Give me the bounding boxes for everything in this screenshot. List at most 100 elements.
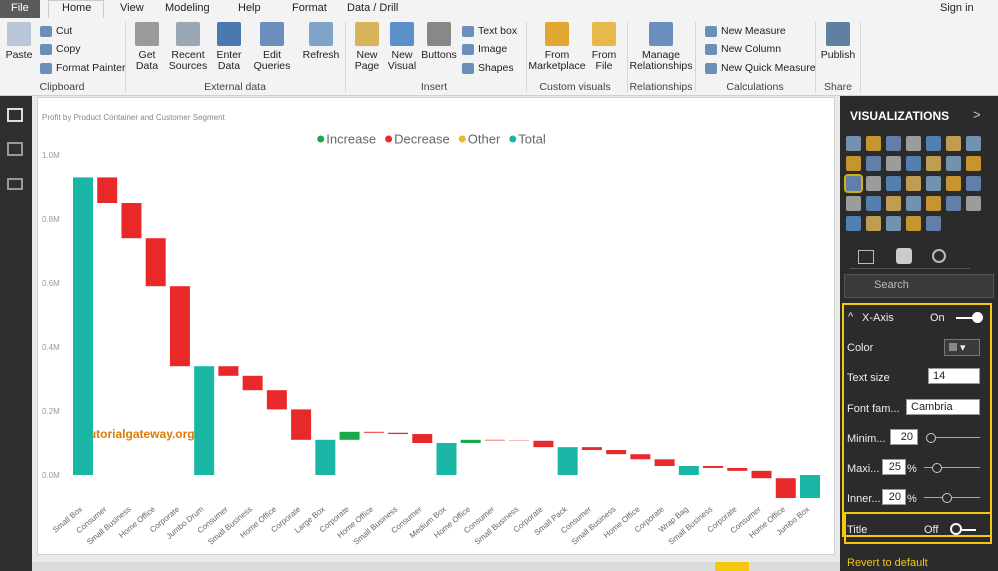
sign-in[interactable]: Sign in [940,2,974,14]
collapse-icon[interactable]: ^ [848,311,854,323]
visual-icon[interactable] [886,196,901,211]
button[interactable]: Recent Sources [166,22,210,72]
active-tab-bg [48,0,104,20]
slider-knob[interactable] [932,463,942,473]
pane-title: VISUALIZATIONS [850,109,950,123]
visual-icon[interactable] [906,176,921,191]
visual-icon[interactable] [926,156,941,171]
visual-icon[interactable] [966,156,981,171]
visual-icon[interactable] [906,196,921,211]
fields-tab[interactable] [858,250,874,264]
visual-icon[interactable] [906,136,921,151]
visual-icon[interactable] [906,216,921,231]
visual-card[interactable]: Profit by Product Container and Customer… [37,97,835,555]
visual-icon[interactable] [866,196,881,211]
max-input[interactable]: 25 [882,459,906,475]
tab[interactable]: Modeling [165,2,210,14]
visual-icon[interactable] [926,136,941,151]
button[interactable]: Publish [818,22,858,61]
min-input[interactable]: 20 [890,429,918,445]
file-tab[interactable]: File [11,2,29,14]
tab[interactable]: Data / Drill [347,2,399,14]
button[interactable]: Cut [40,25,72,37]
button[interactable]: From File [587,22,621,72]
button[interactable]: New Visual [385,22,419,72]
visual-icon[interactable] [946,176,961,191]
button[interactable]: Shapes [462,62,514,74]
visual-icon[interactable] [886,136,901,151]
visual-icon[interactable] [866,176,881,191]
slider-knob[interactable] [926,433,936,443]
visual-icon[interactable] [844,174,863,193]
legend-marker [317,135,325,143]
visual-icon[interactable] [846,136,861,151]
button[interactable]: New Measure [705,25,786,37]
button[interactable]: Refresh [300,22,342,61]
visual-icon[interactable] [946,196,961,211]
slider[interactable] [924,467,980,468]
bar [630,454,651,460]
toggle-track[interactable] [956,317,980,319]
text-size-input[interactable]: 14 [928,368,980,384]
button[interactable]: Format Painter [40,62,125,74]
button[interactable]: New Column [705,43,781,55]
y-tick-label: 1.0M [42,151,60,160]
inner-input[interactable]: 20 [882,489,906,505]
visual-icon[interactable] [946,136,961,151]
button[interactable]: Copy [40,43,81,55]
visual-icon[interactable] [886,176,901,191]
analytics-tab[interactable] [932,249,946,263]
button[interactable]: Paste [4,22,34,61]
visual-icon[interactable] [866,156,881,171]
toggle-track[interactable] [962,529,976,531]
visual-icon[interactable] [906,156,921,171]
format-tab[interactable] [896,248,912,264]
slider-knob[interactable] [942,493,952,503]
page-tab-active[interactable] [715,562,749,571]
legend-label: Other [468,132,501,147]
button[interactable]: Enter Data [212,22,246,72]
button[interactable]: Get Data [130,22,164,72]
button[interactable]: Buttons [419,22,459,61]
toggle-knob[interactable] [972,312,983,323]
visual-icon[interactable] [846,216,861,231]
button[interactable]: Edit Queries [250,22,294,72]
collapse-arrow[interactable]: > [973,107,981,122]
slider[interactable] [924,497,980,498]
tab[interactable]: View [120,2,144,14]
visual-icon[interactable] [966,196,981,211]
visual-icon[interactable] [866,216,881,231]
visual-icon[interactable] [926,216,941,231]
visual-icon[interactable] [946,156,961,171]
visual-icon[interactable] [926,196,941,211]
visual-icon[interactable] [886,156,901,171]
toggle-knob[interactable] [950,523,962,535]
visual-icon[interactable] [846,196,861,211]
tab[interactable]: Help [238,2,261,14]
visual-icon[interactable] [966,136,981,151]
search-box[interactable]: Search [844,274,994,298]
visual-icon[interactable] [866,136,881,151]
tab[interactable]: Home [62,2,92,14]
report-view-icon[interactable] [7,108,23,122]
page-tabs-bar [32,562,840,571]
revert-link[interactable]: Revert to default [847,557,928,569]
button[interactable]: New Page [350,22,384,72]
visual-icon[interactable] [966,176,981,191]
bar [97,177,118,203]
visual-icon[interactable] [886,216,901,231]
visual-icon[interactable] [846,156,861,171]
tab[interactable]: Format [292,2,327,14]
slider[interactable] [930,437,980,438]
visual-icon[interactable] [926,176,941,191]
color-picker[interactable]: ▾ [944,339,980,356]
button[interactable]: New Quick Measure [705,62,816,74]
button[interactable]: Text box [462,25,517,37]
button[interactable]: From Marketplace [528,22,586,72]
button[interactable]: Image [462,43,507,55]
model-view-icon[interactable] [7,178,23,190]
bar [484,439,505,441]
button[interactable]: Manage Relationships [628,22,694,72]
data-view-icon[interactable] [7,142,23,156]
font-family-select[interactable]: Cambria [906,399,980,415]
